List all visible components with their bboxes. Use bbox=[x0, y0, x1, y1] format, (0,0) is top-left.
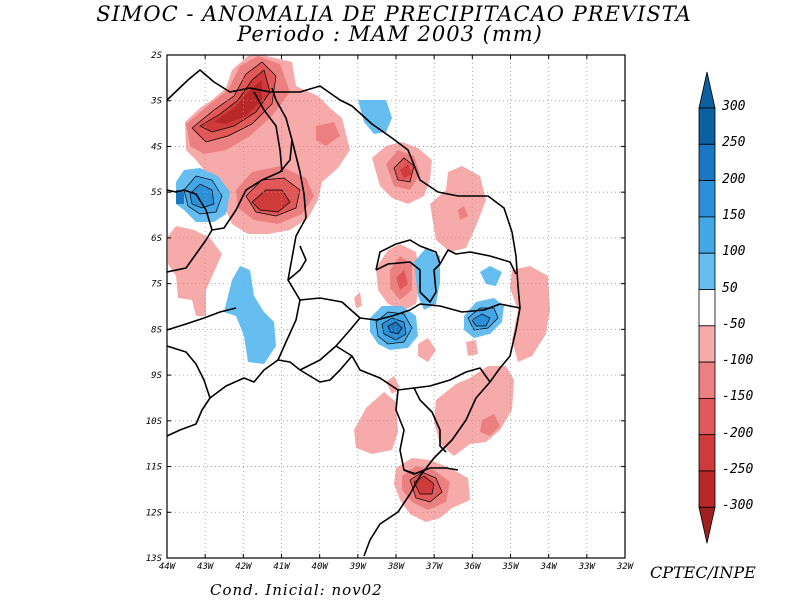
lat-tick-label: 8S bbox=[151, 325, 162, 335]
lon-tick-label: 36W bbox=[463, 562, 482, 572]
lat-tick-label: 7S bbox=[151, 280, 162, 290]
anomaly-west bbox=[168, 226, 222, 316]
anomaly-blue-west bbox=[224, 266, 276, 364]
lat-tick-label: 5S bbox=[151, 188, 162, 198]
colorbar-segment bbox=[698, 143, 716, 182]
lon-tick-label: 41W bbox=[273, 562, 291, 572]
colorbar-segment bbox=[698, 325, 716, 363]
colorbar-label: 200 bbox=[722, 171, 746, 187]
anomaly-south-central bbox=[354, 392, 398, 454]
colorbar-segment bbox=[698, 107, 716, 145]
colorbar-label: -300 bbox=[722, 498, 754, 514]
colorbar-label: -150 bbox=[722, 389, 754, 405]
lon-tick-label: 42W bbox=[235, 562, 253, 572]
lat-tick-label: 12S bbox=[146, 508, 163, 518]
colorbar-label: 250 bbox=[722, 135, 746, 151]
lat-tick-label: 9S bbox=[151, 371, 162, 381]
colorbar-label: -50 bbox=[722, 316, 746, 332]
lon-tick-label: 43W bbox=[197, 562, 215, 572]
colorbar bbox=[698, 71, 716, 544]
colorbar-label: 100 bbox=[722, 244, 746, 260]
colorbar-segment bbox=[698, 216, 716, 254]
colorbar-segment bbox=[698, 434, 716, 472]
colorbar-segment bbox=[698, 470, 716, 508]
lat-tick-label: 10S bbox=[146, 417, 163, 427]
lat-tick-label: 4S bbox=[151, 142, 162, 152]
lon-tick-label: 33W bbox=[578, 562, 597, 572]
lon-tick-label: 44W bbox=[159, 562, 177, 572]
map-subtitle: Periodo : MAM 2003 (mm) bbox=[237, 22, 543, 46]
anomaly-blue-centre bbox=[414, 248, 440, 310]
lat-tick-label: 2S bbox=[151, 51, 162, 61]
negative-anomaly-regions bbox=[168, 55, 550, 522]
colorbar-label: -200 bbox=[722, 425, 754, 441]
lat-tick-label: 13S bbox=[146, 554, 163, 564]
anomaly-east-coast bbox=[510, 266, 550, 362]
lon-tick-label: 32W bbox=[616, 562, 635, 572]
colorbar-label: -100 bbox=[722, 353, 754, 369]
lon-tick-label: 38W bbox=[387, 562, 406, 572]
initial-condition-label: Cond. Inicial: nov02 bbox=[210, 581, 383, 599]
state-boundaries bbox=[167, 69, 521, 557]
grid-lines bbox=[167, 55, 625, 558]
colorbar-label: -250 bbox=[722, 462, 754, 477]
lat-tick-label: 3S bbox=[150, 97, 162, 107]
colorbar-segment bbox=[698, 361, 716, 399]
lon-tick-label: 39W bbox=[349, 562, 368, 572]
lon-tick-label: 34W bbox=[540, 562, 559, 572]
lon-tick-label: 37W bbox=[425, 562, 444, 572]
colorbar-top-arrow bbox=[698, 71, 716, 109]
anomaly-southeast bbox=[434, 366, 514, 456]
colorbar-segment bbox=[698, 289, 716, 327]
anomaly-ne bbox=[430, 166, 486, 252]
anomaly-blue-north bbox=[358, 100, 392, 134]
colorbar-label: 50 bbox=[722, 280, 738, 296]
colorbar-segment bbox=[698, 397, 716, 436]
lon-tick-label: 40W bbox=[312, 562, 330, 572]
colorbar-label: 300 bbox=[722, 99, 746, 114]
colorbar-label: 150 bbox=[722, 207, 746, 223]
colorbar-segment bbox=[698, 252, 716, 290]
lon-tick-label: 35W bbox=[501, 562, 520, 572]
lat-tick-label: 6S bbox=[151, 234, 162, 244]
colorbar-bottom-arrow bbox=[698, 506, 716, 544]
lat-tick-label: 11S bbox=[146, 463, 163, 473]
map-title: SIMOC - ANOMALIA DE PRECIPITACAO PREVIST… bbox=[96, 2, 692, 26]
colorbar-segment bbox=[698, 180, 716, 218]
credit-label: CPTEC/INPE bbox=[650, 563, 756, 582]
coastline bbox=[167, 69, 521, 557]
